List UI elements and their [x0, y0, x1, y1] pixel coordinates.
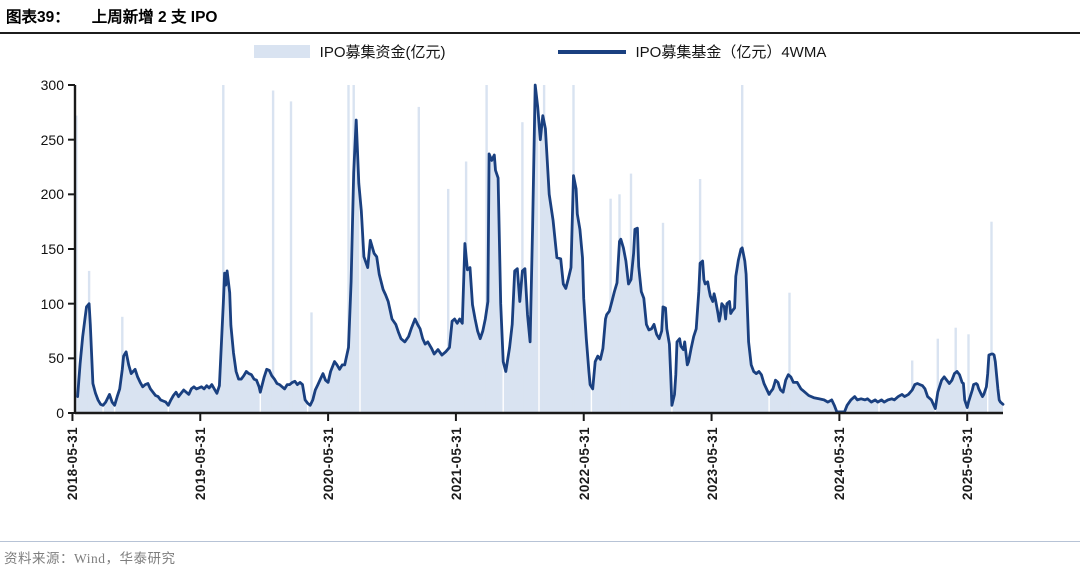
weekly-spike-bar	[75, 115, 78, 413]
weekly-spike-bar	[347, 85, 350, 413]
weekly-spike-bar	[464, 161, 468, 413]
x-tick-label: 2022-05-31	[576, 427, 592, 501]
weekly-spike-bar	[417, 106, 420, 414]
weekly-spike-bar	[572, 85, 575, 413]
x-tick-label: 2020-05-31	[321, 427, 337, 501]
weekly-raise-area	[77, 85, 1004, 413]
zero-week-gap	[259, 85, 261, 413]
figure-title: 上周新增 2 支 IPO	[91, 9, 218, 26]
y-tick-label: 0	[56, 405, 64, 421]
weekly-spike-bar	[310, 312, 313, 413]
zero-week-gap	[966, 85, 968, 413]
x-tick-label: 2021-05-31	[448, 427, 464, 501]
weekly-spike-bar	[788, 292, 791, 413]
x-tick-label: 2018-05-31	[65, 427, 81, 501]
legend-label-bars: IPO募集资金(亿元)	[319, 44, 446, 61]
weekly-spike-bar	[618, 194, 621, 413]
weekly-spike-bar	[222, 85, 225, 413]
zero-week-gap	[306, 85, 309, 413]
zero-week-gap	[502, 85, 504, 413]
weekly-spike-bar	[990, 221, 993, 413]
y-tick-label: 50	[48, 350, 64, 367]
zero-week-gap	[538, 85, 540, 413]
weekly-spike-bar	[87, 270, 91, 413]
weekly-spike-bar	[629, 173, 633, 413]
legend-label-line: IPO募集基金（亿元）4WMA	[635, 44, 827, 61]
zero-week-gap	[934, 85, 936, 413]
weekly-spike-bar	[271, 90, 275, 413]
weekly-spike-bar	[954, 327, 957, 413]
figure-label: 图表39：	[6, 9, 70, 26]
y-tick-label: 200	[40, 186, 64, 203]
weekly-spike-bar	[447, 188, 450, 413]
zero-week-gap	[359, 85, 361, 413]
weekly-spike-bar	[967, 334, 970, 413]
weekly-spike-bar	[521, 122, 524, 413]
weekly-spike-bar	[698, 179, 702, 413]
weekly-spike-bar	[936, 338, 939, 413]
y-tick-label: 150	[40, 241, 64, 257]
source-note: 资料来源：Wind，华泰研究	[4, 551, 176, 566]
legend-item-bars: IPO募集资金(亿元)	[253, 41, 446, 62]
chart-legend: IPO募集资金(亿元) IPO募集基金（亿元）4WMA	[0, 41, 1080, 62]
zero-week-gap	[671, 85, 673, 413]
weekly-spike-bar	[542, 85, 546, 413]
line-legend-swatch-icon	[557, 49, 626, 54]
figure-header: 图表39： 上周新增 2 支 IPO	[6, 5, 218, 29]
y-tick-label: 300	[40, 77, 64, 93]
zero-week-gap	[102, 85, 104, 413]
zero-week-gap	[836, 85, 838, 413]
weekly-spike-bar	[534, 85, 537, 413]
weekly-spike-bar	[289, 101, 293, 414]
zero-week-gap	[987, 85, 989, 413]
weekly-spike-bar	[911, 360, 914, 413]
area-legend-swatch-icon	[253, 45, 310, 58]
chart-canvas	[68, 83, 1005, 421]
zero-week-gap	[590, 85, 593, 413]
zero-week-gap	[113, 85, 116, 413]
zero-week-gap	[167, 85, 169, 413]
x-tick-label: 2019-05-31	[193, 427, 209, 501]
legend-item-line: IPO募集基金（亿元）4WMA	[557, 41, 827, 62]
weekly-spike-bar	[485, 85, 488, 413]
y-tick-label: 250	[40, 131, 64, 148]
x-tick-label: 2025-05-31	[960, 427, 976, 501]
x-tick-label: 2023-05-31	[704, 427, 720, 501]
ipo-weekly-chart: 0 50 100 150 200 250 300 2018-05-31 2019-05-31 20…	[40, 77, 1005, 501]
zero-week-gap	[768, 85, 770, 413]
zero-week-gap	[878, 85, 880, 413]
weekly-spike-bar	[352, 85, 355, 413]
x-tick-label: 2024-05-31	[832, 427, 848, 501]
title-divider	[0, 32, 1080, 34]
y-tick-label: 100	[40, 295, 64, 312]
footer-divider	[0, 541, 1080, 542]
